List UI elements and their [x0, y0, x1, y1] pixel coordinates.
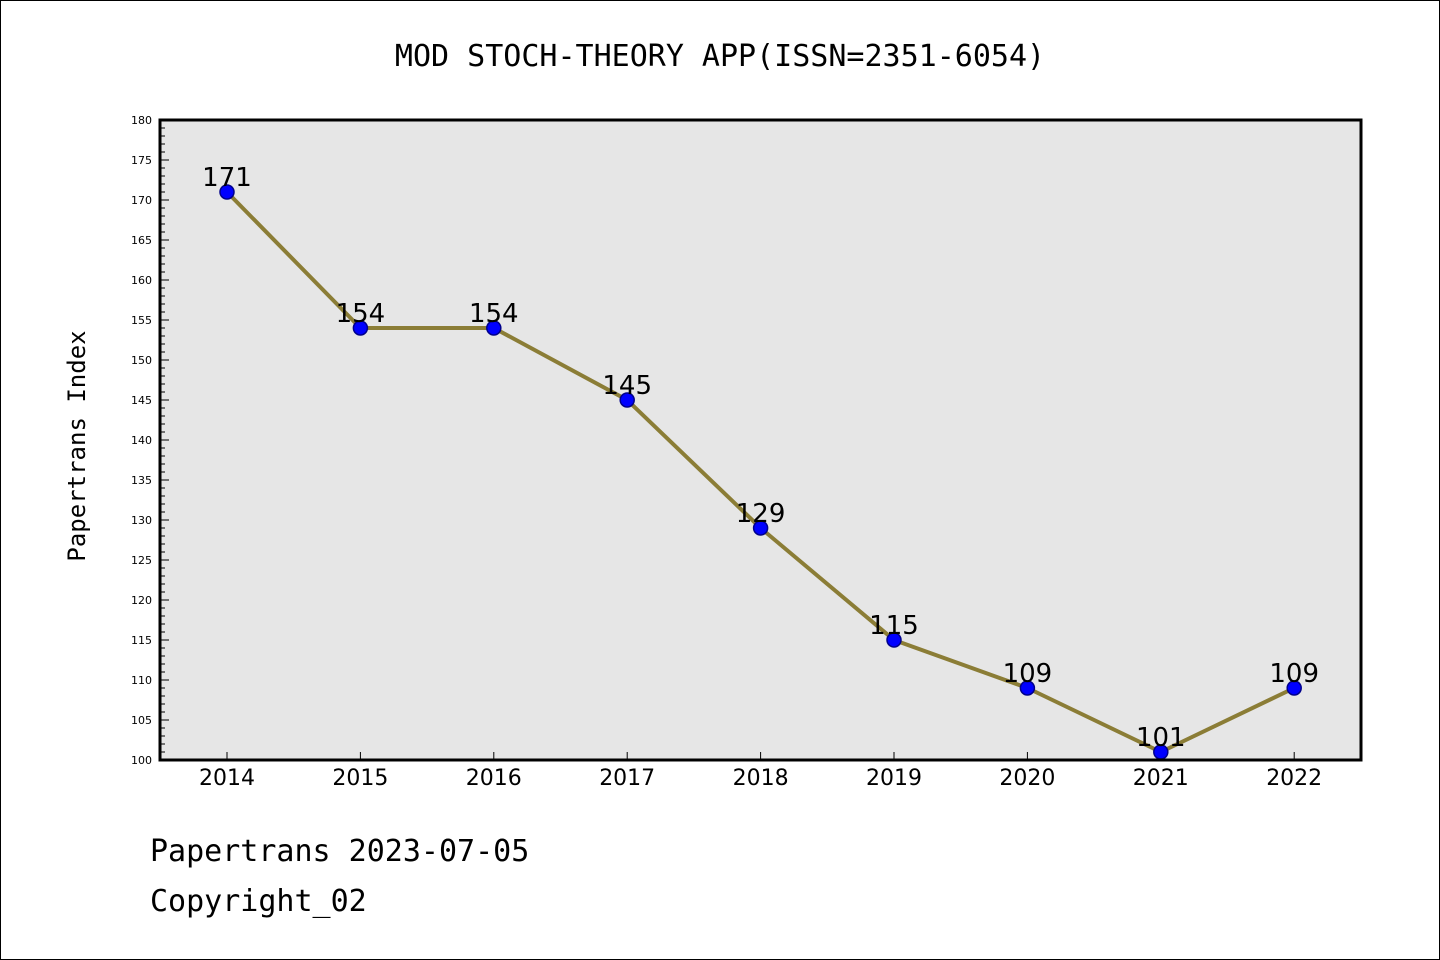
- data-label: 101: [1136, 723, 1186, 753]
- data-label: 145: [602, 371, 652, 401]
- y-tick-label: 115: [131, 634, 152, 647]
- series-line: [219, 184, 1302, 760]
- y-tick-label: 175: [131, 154, 152, 167]
- data-label: 154: [336, 299, 386, 329]
- y-tick-label: 130: [131, 514, 152, 527]
- data-point-marker: [619, 392, 635, 408]
- y-tick-label: 155: [131, 314, 152, 327]
- data-label: 115: [869, 611, 919, 641]
- x-tick-label: 2014: [199, 766, 255, 791]
- data-point-marker: [486, 320, 502, 336]
- y-tick-label: 105: [131, 714, 152, 727]
- x-tick-label: 2018: [733, 766, 789, 791]
- y-tick-label: 160: [131, 274, 152, 287]
- data-point-marker: [1019, 680, 1036, 696]
- chart-title: MOD STOCH-THEORY APP(ISSN=2351-6054): [395, 39, 1045, 74]
- y-tick-label: 125: [131, 554, 152, 567]
- x-tick-label: 2019: [866, 766, 922, 791]
- data-point-marker: [752, 520, 769, 536]
- data-label: 171: [202, 163, 252, 193]
- y-axis: 100 105 110 115 120 125 130 135 140 145 150 155 160 1…: [131, 114, 169, 767]
- data-point-marker: [352, 320, 369, 336]
- footer-copyright-line: Copyright_02: [150, 884, 367, 919]
- x-tick-label: 2022: [1266, 766, 1322, 791]
- y-tick-label: 180: [131, 114, 152, 127]
- x-tick-label: 2020: [999, 766, 1055, 791]
- footer-date-line: Papertrans 2023-07-05: [150, 834, 530, 869]
- y-tick-label: 110: [131, 674, 152, 687]
- y-tick-label: 135: [131, 474, 152, 487]
- x-tick-label: 2015: [332, 766, 388, 791]
- y-tick-label: 100: [131, 754, 152, 767]
- data-labels: 171 154 154 145 129 115 109 101 109: [202, 163, 1319, 753]
- y-tick-label: 140: [131, 434, 152, 447]
- x-tick-label: 2021: [1133, 766, 1189, 791]
- y-tick-label: 165: [131, 234, 152, 247]
- y-tick-label: 145: [131, 394, 152, 407]
- x-tick-label: 2017: [599, 766, 655, 791]
- y-axis-label: Papertrans Index: [63, 330, 91, 561]
- y-tick-label: 150: [131, 354, 152, 367]
- x-tick-label: 2016: [466, 766, 522, 791]
- data-label: 129: [736, 499, 786, 529]
- data-label: 109: [1003, 659, 1053, 689]
- data-point-marker: [886, 632, 902, 648]
- data-label: 154: [469, 299, 519, 329]
- data-point-marker: [1286, 680, 1302, 696]
- y-tick-label: 170: [131, 194, 152, 207]
- data-label: 109: [1269, 659, 1319, 689]
- plot-area: [160, 120, 1361, 760]
- plot-border: [158, 118, 1363, 762]
- y-tick-label: 120: [131, 594, 152, 607]
- data-point-marker: [219, 184, 235, 200]
